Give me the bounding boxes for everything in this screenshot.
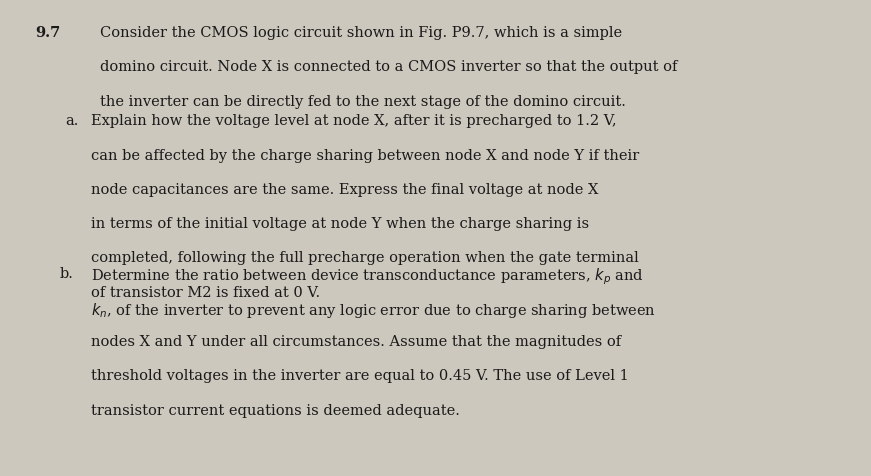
Text: transistor current equations is deemed adequate.: transistor current equations is deemed a… (91, 404, 461, 417)
Text: the inverter can be directly fed to the next stage of the domino circuit.: the inverter can be directly fed to the … (100, 95, 626, 109)
Text: 9.7: 9.7 (35, 26, 60, 40)
Text: completed, following the full precharge operation when the gate terminal: completed, following the full precharge … (91, 251, 639, 265)
Text: can be affected by the charge sharing between node X and node Y if their: can be affected by the charge sharing be… (91, 149, 639, 162)
Text: node capacitances are the same. Express the final voltage at node X: node capacitances are the same. Express … (91, 183, 599, 197)
Text: $k_n$, of the inverter to prevent any logic error due to charge sharing between: $k_n$, of the inverter to prevent any lo… (91, 301, 657, 320)
Text: nodes X and Y under all circumstances. Assume that the magnitudes of: nodes X and Y under all circumstances. A… (91, 335, 622, 349)
Text: Determine the ratio between device transconductance parameters, $k_p$ and: Determine the ratio between device trans… (91, 267, 645, 287)
Text: a.: a. (65, 114, 78, 128)
Text: b.: b. (59, 267, 73, 280)
Text: domino circuit. Node X is connected to a CMOS inverter so that the output of: domino circuit. Node X is connected to a… (100, 60, 678, 74)
Text: threshold voltages in the inverter are equal to 0.45 V. The use of Level 1: threshold voltages in the inverter are e… (91, 369, 629, 383)
Text: Explain how the voltage level at node X, after it is precharged to 1.2 V,: Explain how the voltage level at node X,… (91, 114, 617, 128)
Text: Consider the CMOS logic circuit shown in Fig. P9.7, which is a simple: Consider the CMOS logic circuit shown in… (100, 26, 622, 40)
Text: of transistor M2 is fixed at 0 V.: of transistor M2 is fixed at 0 V. (91, 286, 321, 299)
Text: in terms of the initial voltage at node Y when the charge sharing is: in terms of the initial voltage at node … (91, 217, 590, 231)
